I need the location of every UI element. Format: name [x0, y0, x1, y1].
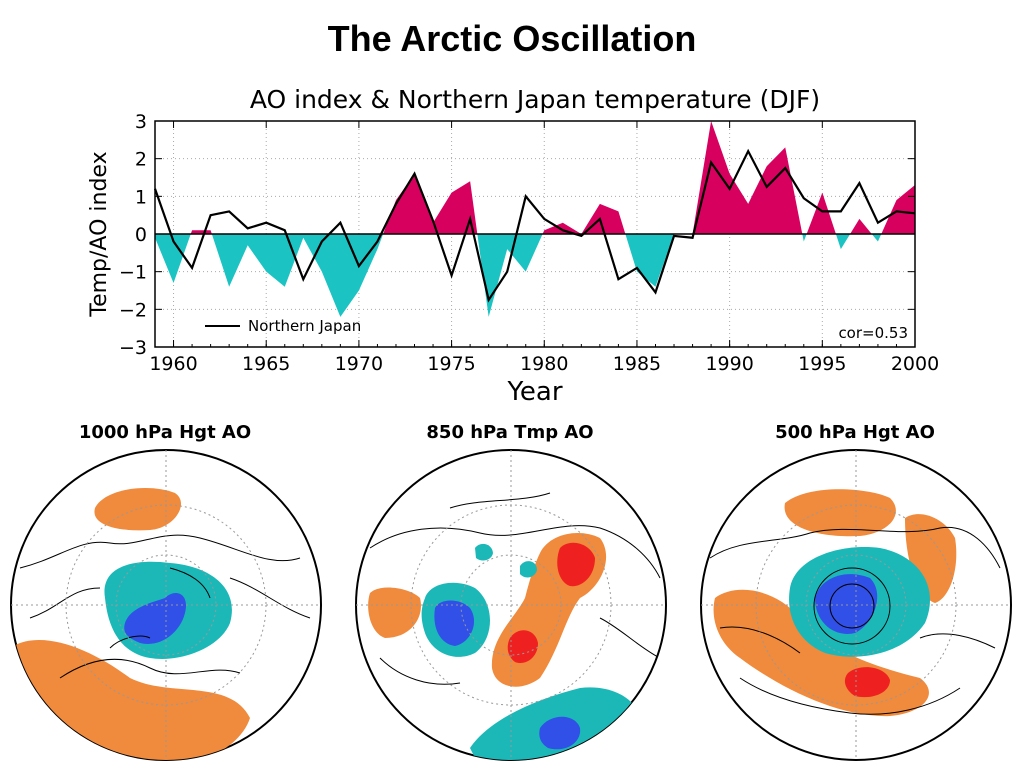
positive-anomaly-region: [368, 587, 421, 638]
map-title-500hpa: 500 hPa Hgt AO: [775, 422, 935, 443]
x-tick-label: 2000: [891, 353, 939, 375]
x-tick-label: 1970: [335, 353, 383, 375]
chart-title: AO index & Northern Japan temperature (D…: [250, 85, 820, 114]
y-tick-label: 0: [135, 224, 147, 246]
ao-negative-area: [155, 234, 915, 317]
strong-negative-anomaly-region: [124, 593, 186, 644]
plot-area: 1960 1965 1970 1975 1980 1985 1990 1995 2000 −3 −2…: [119, 111, 939, 375]
coastline-contours: [709, 526, 1001, 715]
y-axis-label: Temp/AO index: [87, 151, 112, 317]
y-tick-label: 3: [135, 111, 147, 133]
x-tick-label: 1980: [520, 353, 568, 375]
legend-label: Northern Japan: [248, 317, 361, 335]
x-axis-label: Year: [506, 377, 562, 407]
ao-positive-area: [155, 121, 915, 234]
x-tick-label: 1995: [798, 353, 846, 375]
time-series-chart: AO index & Northern Japan temperature (D…: [87, 85, 939, 407]
polar-map-850hpa: [355, 449, 667, 761]
x-tick-label: 1960: [149, 353, 197, 375]
coastline-contours: [369, 492, 661, 685]
polar-map-500hpa: [700, 449, 1012, 761]
strong-positive-anomaly-region: [844, 667, 890, 698]
y-tick-label: −1: [119, 262, 147, 284]
strong-negative-anomaly-region: [434, 600, 475, 646]
positive-anomaly-region: [784, 489, 896, 537]
correlation-annotation: cor=0.53: [838, 324, 908, 342]
polar-maps: [10, 449, 1012, 761]
y-tick-label: −3: [119, 337, 147, 359]
coastline-contours: [19, 534, 311, 679]
x-tick-label: 1985: [613, 353, 661, 375]
negative-anomaly-region: [520, 561, 537, 578]
strong-negative-anomaly-region: [815, 574, 878, 634]
polar-map-1000hpa: [10, 449, 322, 761]
y-tick-label: 1: [135, 186, 147, 208]
y-tick-label: −2: [119, 299, 147, 321]
strong-positive-anomaly-region: [507, 630, 538, 664]
negative-anomaly-region: [475, 543, 493, 561]
x-tick-label: 1965: [242, 353, 290, 375]
northern-japan-line: [153, 148, 916, 303]
x-tick-label: 1990: [705, 353, 753, 375]
strong-positive-anomaly-region: [557, 542, 595, 587]
slide-title: The Arctic Oscillation: [327, 18, 697, 59]
map-title-850hpa: 850 hPa Tmp AO: [426, 422, 594, 443]
strong-negative-anomaly-region: [539, 716, 581, 750]
map-title-1000hpa: 1000 hPa Hgt AO: [78, 422, 252, 443]
x-tick-label: 1975: [427, 353, 475, 375]
legend: Northern Japan: [205, 317, 361, 335]
y-tick-label: 2: [135, 149, 147, 171]
